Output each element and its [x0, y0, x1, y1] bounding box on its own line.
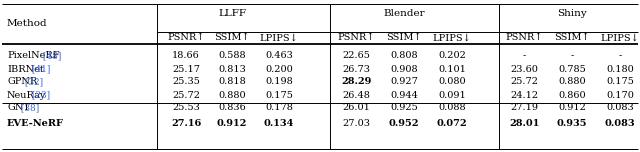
Text: GNT: GNT — [7, 104, 30, 112]
Text: 0.170: 0.170 — [606, 90, 634, 100]
Text: LLFF: LLFF — [218, 9, 246, 19]
Text: 0.813: 0.813 — [218, 64, 246, 74]
Text: PixelNeRF: PixelNeRF — [7, 52, 60, 60]
Text: 18.66: 18.66 — [172, 52, 200, 60]
Text: 0.200: 0.200 — [265, 64, 293, 74]
Text: [48]: [48] — [40, 52, 61, 60]
Text: GPNR: GPNR — [7, 78, 37, 86]
Text: PSNR↑: PSNR↑ — [167, 33, 205, 43]
Text: 28.29: 28.29 — [341, 78, 371, 86]
Text: 0.927: 0.927 — [390, 78, 418, 86]
Text: 28.01: 28.01 — [509, 119, 539, 128]
Text: -: - — [522, 52, 525, 60]
Text: -: - — [618, 52, 621, 60]
Text: Method: Method — [7, 19, 47, 29]
Text: LPIPS↓: LPIPS↓ — [600, 33, 639, 43]
Text: 0.952: 0.952 — [388, 119, 419, 128]
Text: 0.091: 0.091 — [438, 90, 466, 100]
Text: 0.202: 0.202 — [438, 52, 466, 60]
Text: 0.860: 0.860 — [558, 90, 586, 100]
Text: 0.134: 0.134 — [264, 119, 294, 128]
Text: 0.912: 0.912 — [558, 104, 586, 112]
Text: 0.935: 0.935 — [557, 119, 588, 128]
Text: 0.072: 0.072 — [436, 119, 467, 128]
Text: 23.60: 23.60 — [510, 64, 538, 74]
Text: 26.73: 26.73 — [342, 64, 370, 74]
Text: 0.880: 0.880 — [218, 90, 246, 100]
Text: [23]: [23] — [29, 90, 50, 100]
Text: 25.17: 25.17 — [172, 64, 200, 74]
Text: 0.925: 0.925 — [390, 104, 418, 112]
Text: 0.836: 0.836 — [218, 104, 246, 112]
Text: 0.818: 0.818 — [218, 78, 246, 86]
Text: 0.083: 0.083 — [606, 104, 634, 112]
Text: 0.178: 0.178 — [265, 104, 293, 112]
Text: 0.908: 0.908 — [390, 64, 418, 74]
Text: 27.19: 27.19 — [510, 104, 538, 112]
Text: 0.101: 0.101 — [438, 64, 466, 74]
Text: NeuRay: NeuRay — [7, 90, 46, 100]
Text: 0.912: 0.912 — [217, 119, 247, 128]
Text: 25.72: 25.72 — [510, 78, 538, 86]
Text: 0.083: 0.083 — [605, 119, 636, 128]
Text: 0.880: 0.880 — [558, 78, 586, 86]
Text: SSIM↑: SSIM↑ — [554, 33, 590, 43]
Text: 0.180: 0.180 — [606, 64, 634, 74]
Text: [41]: [41] — [29, 64, 50, 74]
Text: LPIPS↓: LPIPS↓ — [260, 33, 298, 43]
Text: [38]: [38] — [18, 104, 39, 112]
Text: PSNR↑: PSNR↑ — [506, 33, 543, 43]
Text: 22.65: 22.65 — [342, 52, 370, 60]
Text: -: - — [570, 52, 573, 60]
Text: 0.198: 0.198 — [265, 78, 293, 86]
Text: 0.944: 0.944 — [390, 90, 418, 100]
Text: LPIPS↓: LPIPS↓ — [433, 33, 472, 43]
Text: 0.463: 0.463 — [265, 52, 293, 60]
Text: EVE-NeRF: EVE-NeRF — [7, 119, 64, 128]
Text: 27.16: 27.16 — [171, 119, 201, 128]
Text: Blender: Blender — [383, 9, 425, 19]
Text: 25.35: 25.35 — [172, 78, 200, 86]
Text: 0.808: 0.808 — [390, 52, 418, 60]
Text: 25.53: 25.53 — [172, 104, 200, 112]
Text: PSNR↑: PSNR↑ — [337, 33, 374, 43]
Text: 0.088: 0.088 — [438, 104, 466, 112]
Text: 26.01: 26.01 — [342, 104, 370, 112]
Text: SSIM↑: SSIM↑ — [214, 33, 250, 43]
Text: 0.175: 0.175 — [265, 90, 293, 100]
Text: 26.48: 26.48 — [342, 90, 370, 100]
Text: 27.03: 27.03 — [342, 119, 370, 128]
Text: 0.080: 0.080 — [438, 78, 466, 86]
Text: 25.72: 25.72 — [172, 90, 200, 100]
Text: 0.785: 0.785 — [558, 64, 586, 74]
Text: [32]: [32] — [22, 78, 43, 86]
Text: 0.588: 0.588 — [218, 52, 246, 60]
Text: SSIM↑: SSIM↑ — [386, 33, 422, 43]
Text: IBRNet: IBRNet — [7, 64, 44, 74]
Text: Shiny: Shiny — [557, 9, 587, 19]
Text: 0.175: 0.175 — [606, 78, 634, 86]
Text: 24.12: 24.12 — [510, 90, 538, 100]
